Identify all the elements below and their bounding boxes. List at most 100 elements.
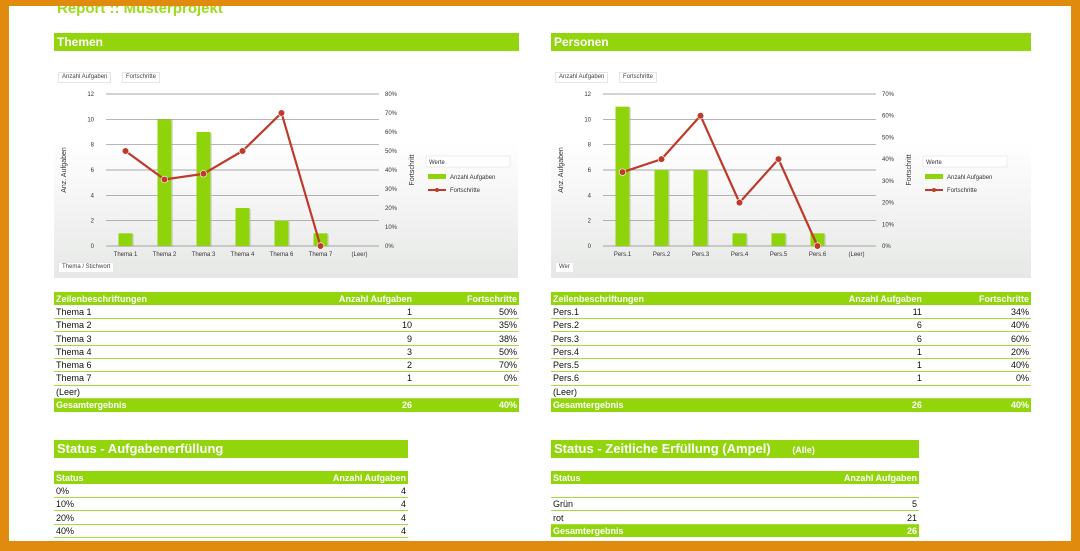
table-row[interactable]: 0% 4 — [54, 484, 408, 499]
field-button-fortschritte[interactable]: Fortschritte — [619, 72, 658, 83]
x-tick-label: Pers.6 — [809, 252, 827, 258]
table-cell: Grün — [551, 497, 732, 512]
table-row[interactable]: (Leer) — [54, 385, 519, 399]
personen-chart[interactable]: 0 2 4 6 8 10 12 0% 10% 20% 30% 40% 50% 60% 70% Anz. Auf… — [551, 68, 1031, 278]
y-tick-label: 0 — [91, 244, 95, 250]
column-header: Anzahl Aufgaben — [264, 292, 414, 306]
table-cell: 5 — [731, 497, 919, 512]
table-row[interactable]: (Leer) — [551, 385, 1031, 399]
table-row[interactable]: Thema 7 1 0% — [54, 371, 519, 386]
bar — [654, 170, 669, 246]
table-row[interactable]: Thema 6 2 70% — [54, 358, 519, 373]
legend-title-box — [425, 155, 511, 168]
column-header: Fortschritte — [923, 292, 1031, 306]
table-cell: 50% — [414, 345, 519, 359]
table-cell: Thema 6 — [54, 358, 264, 373]
total-row: Gesamtergebnis 26 — [551, 524, 919, 538]
y2-tick-label: 30% — [385, 187, 398, 193]
field-button-axis[interactable]: Wer — [555, 262, 574, 273]
legend-label: Anzahl Aufgaben — [450, 175, 495, 181]
x-tick-label: (Leer) — [848, 252, 864, 258]
total-row: Gesamtergebnis 26 40% — [551, 398, 1031, 412]
field-button-anzahl[interactable]: Anzahl Aufgaben — [555, 72, 609, 83]
bar — [235, 208, 250, 246]
table-row[interactable]: Pers.6 1 0% — [551, 371, 1031, 386]
field-button-axis[interactable]: Thema / Stichwort — [58, 262, 115, 273]
table-cell: (Leer) — [54, 385, 264, 399]
themen-chart[interactable]: 0 2 4 6 8 10 12 0% 10% 20% 30% 40% 50% 60% 70% 80% Anz. … — [54, 68, 518, 278]
table-row[interactable]: Pers.3 6 60% — [551, 331, 1031, 346]
themen-table-body: Zeilenbeschriftungen Anzahl Aufgaben Forts… — [54, 292, 519, 412]
y2-tick-label: 40% — [882, 157, 895, 163]
table-row[interactable]: Pers.4 1 20% — [551, 345, 1031, 359]
legend-title-box — [922, 155, 1008, 168]
y-tick-label: 8 — [91, 143, 95, 149]
table-cell — [264, 385, 414, 399]
line-point — [618, 168, 627, 176]
filter-label[interactable]: (Alle) — [792, 445, 815, 455]
table-row[interactable]: Pers.5 1 40% — [551, 358, 1031, 373]
spreadsheet-sheet: Report :: Musterprojekt Themen 0 2 4 6 8 10 12… — [9, 6, 1071, 541]
table-row[interactable]: Thema 2 10 35% — [54, 318, 519, 333]
table-cell: Pers.4 — [551, 345, 771, 359]
progress-line — [622, 113, 819, 247]
progress-line — [124, 110, 322, 247]
table-cell: Thema 7 — [54, 371, 264, 386]
column-header: Anzahl Aufgaben — [771, 292, 924, 306]
total-cell: 40% — [923, 398, 1031, 412]
table-row[interactable]: 10% 4 — [54, 497, 408, 512]
table-cell: 6 — [771, 318, 924, 333]
y-tick-label: 0 — [588, 244, 592, 250]
y-axis-label: Anz. Aufgaben — [61, 147, 68, 193]
table-cell: 70% — [414, 358, 519, 373]
table-cell: 20% — [923, 345, 1031, 359]
table-cell: 1 — [771, 358, 924, 373]
y2-tick-label: 20% — [882, 201, 895, 207]
table-row[interactable]: Pers.2 6 40% — [551, 318, 1031, 333]
y2-tick-label: 10% — [882, 222, 895, 228]
table-cell: Pers.1 — [551, 305, 771, 320]
table-cell — [731, 484, 919, 499]
x-tick-label: Thema 1 — [114, 252, 138, 258]
total-cell: Gesamtergebnis — [54, 398, 264, 412]
line-point — [774, 155, 783, 163]
y-tick-label: 4 — [91, 193, 95, 199]
table-cell: 38% — [414, 331, 519, 346]
table-row[interactable]: rot 21 — [551, 510, 919, 525]
table-row[interactable]: Thema 4 3 50% — [54, 345, 519, 359]
table-row[interactable]: Pers.1 11 34% — [551, 305, 1031, 320]
y2-axis-label: Fortschritt — [409, 154, 416, 185]
line-point — [316, 242, 325, 250]
table-row[interactable]: 40% 4 — [54, 524, 408, 538]
field-button-anzahl[interactable]: Anzahl Aufgaben — [58, 72, 112, 83]
x-tick-label: (Leer) — [351, 252, 367, 258]
table-row[interactable]: 20% 4 — [54, 510, 408, 525]
bar — [615, 106, 630, 246]
table-cell: 35% — [414, 318, 519, 333]
section-themen-title: Themen — [57, 35, 104, 49]
y2-tick-label: 80% — [385, 92, 398, 98]
table-row[interactable]: Thema 1 1 50% — [54, 305, 519, 320]
section-status-aufgaben-title: Status - Aufgabenerfüllung — [57, 441, 224, 456]
bar — [771, 233, 786, 246]
table-row[interactable]: Thema 3 9 38% — [54, 331, 519, 346]
line-point — [238, 147, 247, 155]
status-aufgaben-table: Status Anzahl Aufgaben 0% 4 10% 4 20% 4 40% 4 — [54, 471, 408, 538]
y2-tick-label: 20% — [385, 206, 398, 212]
table-cell: Thema 3 — [54, 331, 264, 346]
x-tick-label: Pers.4 — [731, 252, 749, 258]
y2-tick-label: 30% — [882, 179, 895, 185]
table-cell: 40% — [923, 358, 1031, 373]
legend-title: Werte — [429, 160, 446, 166]
x-tick-label: Thema 4 — [231, 252, 255, 258]
section-themen: Themen — [54, 33, 519, 51]
field-button-fortschritte[interactable]: Fortschritte — [122, 72, 161, 83]
bar — [196, 132, 211, 246]
table-cell: 0% — [414, 371, 519, 386]
total-cell: 40% — [414, 398, 519, 412]
column-header: Status — [54, 471, 157, 485]
themen-pivot-table: Zeilenbeschriftungen Anzahl Aufgaben Forts… — [54, 292, 519, 412]
total-cell: 26 — [264, 398, 414, 412]
table-row[interactable]: Grün 5 — [551, 497, 919, 512]
table-row[interactable] — [551, 484, 919, 499]
